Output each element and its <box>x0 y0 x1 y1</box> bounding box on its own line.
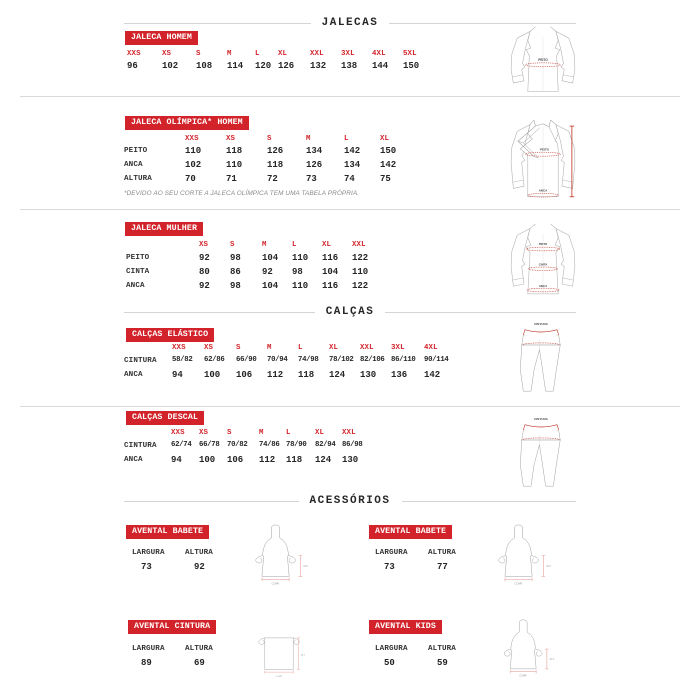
svg-text:ANCA: ANCA <box>539 188 549 192</box>
svg-text:PEITO: PEITO <box>539 242 548 246</box>
svg-text:ALT.: ALT. <box>303 564 308 568</box>
svg-text:ANCA: ANCA <box>539 284 547 288</box>
svg-text:PEITO: PEITO <box>540 147 550 151</box>
svg-text:COMP.: COMP. <box>519 675 527 678</box>
svg-text:CINTURA: CINTURA <box>534 322 549 326</box>
svg-text:CINTA: CINTA <box>539 263 548 267</box>
svg-text:PEITO: PEITO <box>538 58 548 62</box>
svg-text:COMP.: COMP. <box>276 676 283 678</box>
svg-text:COMP.: COMP. <box>514 582 522 586</box>
svg-text:ALT.: ALT. <box>550 658 555 661</box>
svg-text:CINTURA: CINTURA <box>534 417 549 421</box>
svg-text:ALT.: ALT. <box>301 653 305 656</box>
svg-text:ALT.: ALT. <box>546 564 551 568</box>
svg-text:COMP.: COMP. <box>271 582 279 586</box>
